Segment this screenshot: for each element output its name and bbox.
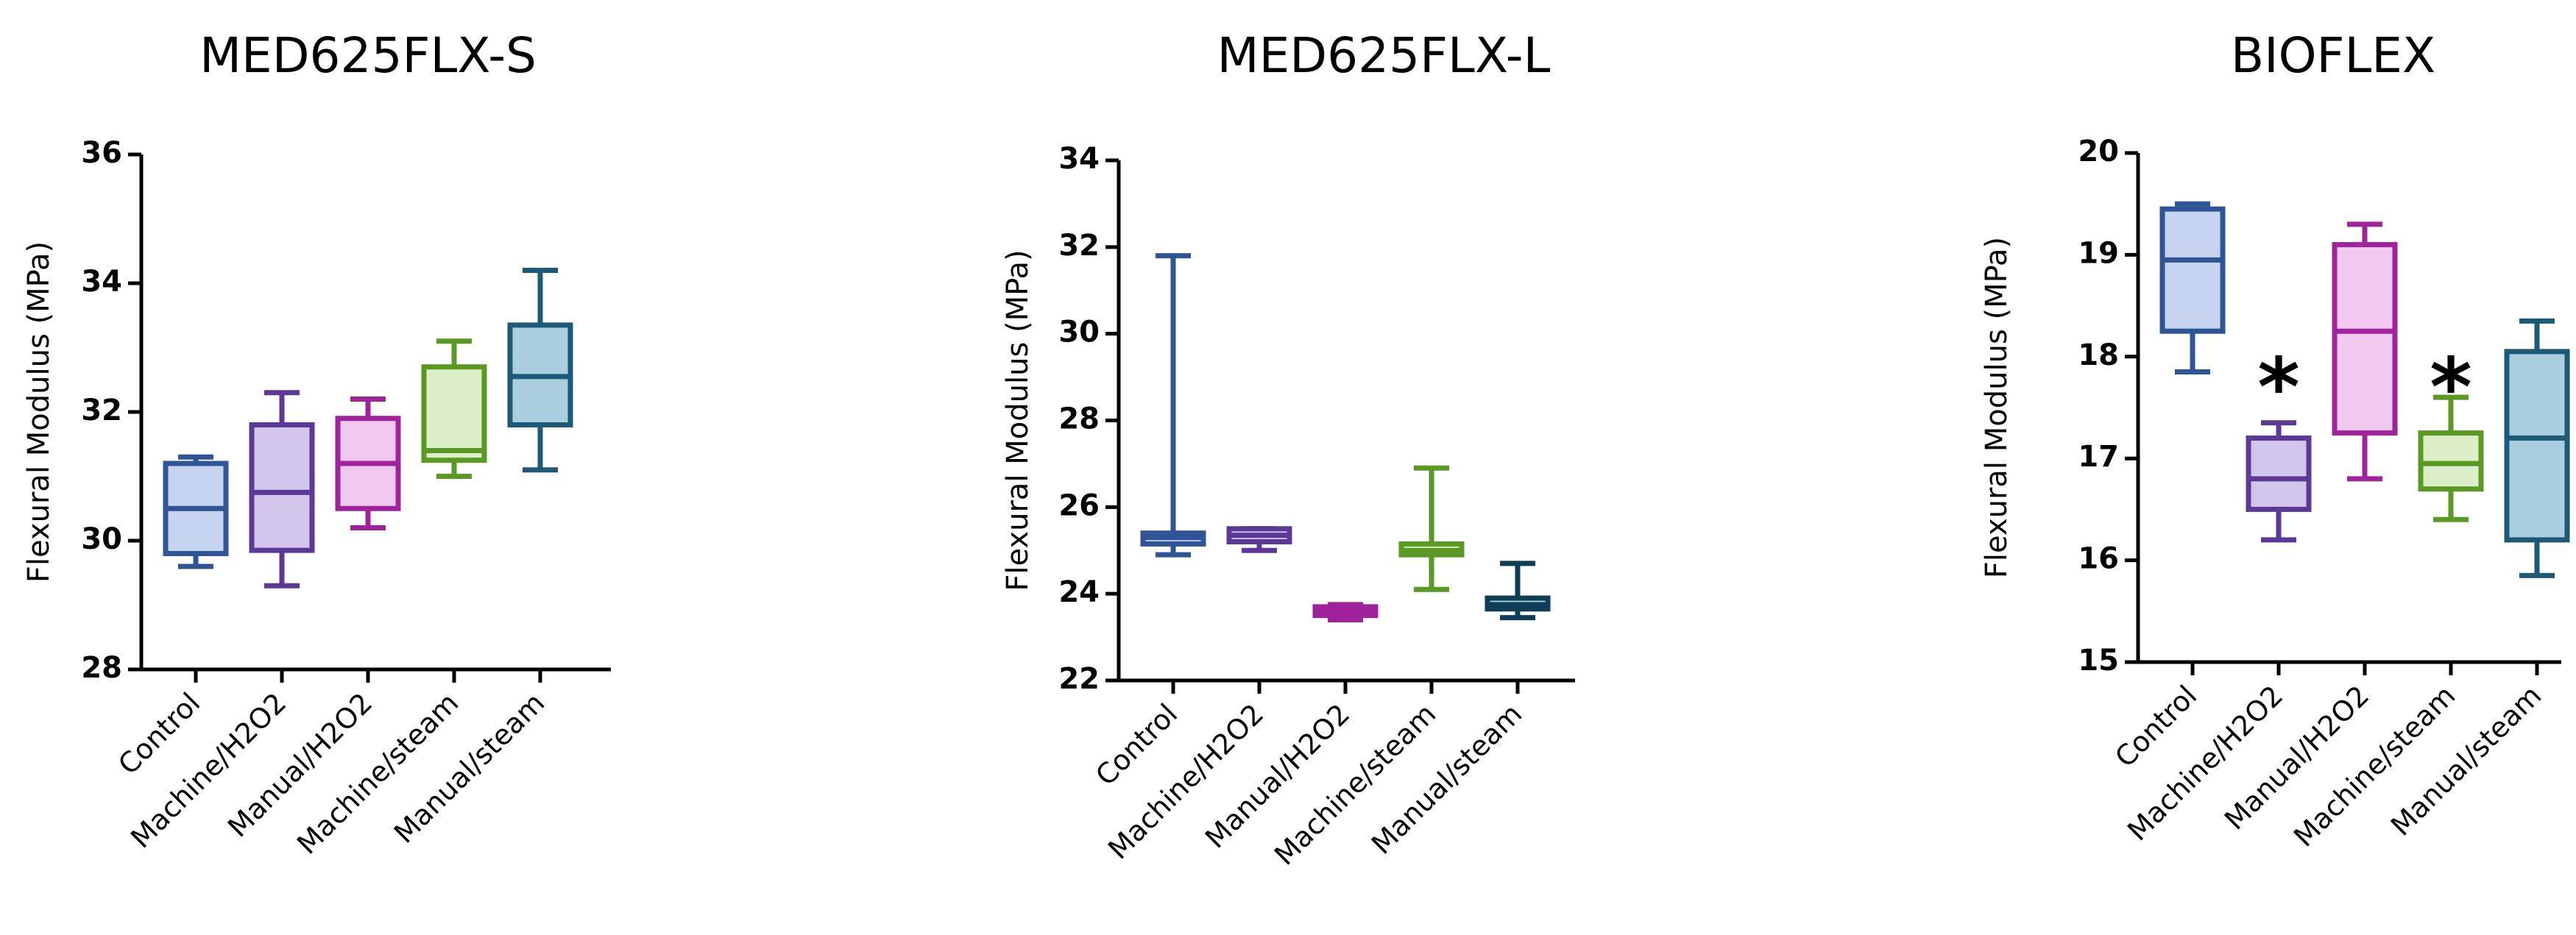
y-tick-label: 20	[2078, 135, 2119, 168]
chart-title: MED625FLX-S	[199, 27, 537, 84]
y-tick-label: 30	[81, 522, 122, 556]
chart-panel-3: BIOFLEX Flexural Modulus (MPa) 15 16 17 18 19 2…	[1980, 27, 2570, 853]
box-4	[421, 338, 487, 479]
y-tick-label: 34	[1058, 142, 1100, 176]
box-4	[2418, 394, 2484, 522]
x-tick-label: Manual/steam	[388, 686, 551, 850]
x-tick-label: Manual/steam	[1365, 697, 1529, 861]
box-1	[2159, 201, 2226, 375]
box-1	[163, 454, 229, 569]
x-tick-label: Machine/steam	[291, 686, 464, 860]
y-tick-label: 30	[1058, 316, 1100, 349]
iqr-box	[2504, 349, 2570, 543]
box-2	[249, 390, 315, 589]
box-5	[2504, 318, 2570, 578]
x-tick-label: Manual/steam	[2385, 679, 2548, 842]
iqr-box	[2332, 242, 2398, 436]
y-tick-label: 19	[2078, 236, 2119, 270]
y-tick-label: 15	[2078, 644, 2119, 678]
box-5	[507, 268, 573, 473]
y-tick-label: 28	[81, 651, 122, 685]
y-tick-label: 26	[1058, 488, 1100, 522]
chart-panel-1: MED625FLX-S Flexural Modulus (MPa) 28 30 32 3…	[22, 27, 611, 861]
y-tick-label: 34	[81, 265, 122, 299]
box-1	[1140, 253, 1206, 558]
chart-title: MED625FLX-L	[1217, 27, 1551, 84]
y-tick-label: 16	[2078, 542, 2119, 576]
x-tick-label: Machine/H2O2	[2121, 679, 2289, 847]
box-2	[2246, 420, 2312, 543]
iqr-box	[2159, 206, 2226, 334]
y-axis-label: Flexural Modulus (MPa)	[22, 241, 56, 583]
significance-marker: *	[2257, 340, 2300, 434]
y-tick-label: 32	[81, 394, 122, 427]
y-axis-label: Flexural Modulus (MPa)	[1980, 237, 2014, 578]
x-tick-label: Machine/steam	[1268, 697, 1442, 871]
x-tick-label: Machine/H2O2	[1102, 697, 1270, 865]
box-2	[1226, 526, 1292, 553]
box-3	[335, 397, 401, 530]
y-tick-label: 32	[1058, 229, 1100, 263]
significance-marker: *	[2430, 340, 2472, 434]
iqr-box	[421, 364, 487, 463]
y-tick-label: 18	[2078, 338, 2119, 372]
iqr-box	[249, 422, 315, 553]
box-3	[1312, 602, 1379, 623]
box-5	[1485, 561, 1551, 621]
box-4	[1398, 465, 1465, 592]
y-tick-label: 36	[81, 136, 122, 170]
y-tick-label: 24	[1058, 575, 1100, 609]
iqr-box	[2246, 435, 2312, 512]
y-tick-label: 17	[2078, 440, 2119, 474]
y-tick-label: 28	[1058, 402, 1100, 436]
chart-title: BIOFLEX	[2231, 27, 2435, 84]
chart-panel-2: MED625FLX-L Flexural Modulus (MPa) 22 24 26 2…	[1001, 27, 1575, 872]
y-axis-label: Flexural Modulus (MPa)	[1001, 249, 1035, 591]
x-tick-label: Machine/H2O2	[124, 686, 292, 854]
y-tick-label: 22	[1058, 662, 1100, 696]
box-3	[2332, 221, 2398, 482]
x-tick-label: Machine/steam	[2287, 679, 2461, 853]
